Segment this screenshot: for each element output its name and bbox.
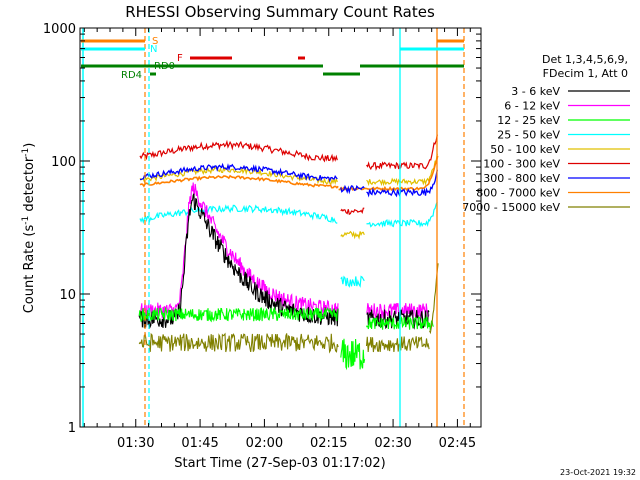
series-300-800-kev (139, 162, 338, 183)
series-12-25-kev (340, 338, 366, 371)
series-12-25-kev (138, 306, 339, 323)
legend-label-2: 12 - 25 keV (497, 114, 560, 127)
y-axis-label-main: Count Rate (s (22, 225, 37, 314)
x-axis: 01:30 01:45 02:00 02:15 02:30 02:45 (83, 28, 476, 451)
legend-header-line-2: FDecim 1, Att 0 (543, 67, 628, 80)
legend-label-7: 800 - 7000 keV (476, 187, 560, 200)
data-layer (138, 134, 439, 371)
chart-title: RHESSI Observing Summary Count Rates (125, 3, 435, 21)
series-100-300-kev (340, 207, 365, 216)
legend: Det 1,3,4,5,6,9, FDecim 1, Att 0 3 - 6 k… (462, 53, 630, 214)
series-300-800-kev (366, 169, 438, 198)
series-50-100-kev (366, 153, 438, 187)
y-axis-label-sup: -1 (21, 216, 31, 225)
y-tick-label-1: 10 (59, 288, 76, 303)
series-7000-15000-kev (365, 336, 430, 353)
legend-label-6: 300 - 800 keV (483, 172, 560, 185)
y-axis-label-close: ) (22, 143, 37, 148)
legend-header-line-1: Det 1,3,4,5,6,9, (542, 53, 628, 66)
legend-label-1: 6 - 12 keV (504, 100, 560, 113)
y-tick-label-2: 100 (51, 155, 76, 170)
flag-label-f: F (177, 53, 183, 64)
x-tick-label-2: 02:00 (246, 436, 283, 451)
series-3-6-kev (366, 309, 430, 330)
y-axis-label-rest: detector (22, 156, 37, 216)
flag-label-rd4: RD4 (121, 70, 142, 81)
series-7000-15000-kev (138, 332, 339, 354)
series-800-7000-kev (338, 155, 439, 192)
series-100-300-kev (139, 139, 338, 163)
flag-label-s: S (152, 36, 158, 47)
x-tick-label-4: 02:30 (374, 436, 411, 451)
legend-label-0: 3 - 6 keV (511, 85, 560, 98)
series-50-100-kev (139, 165, 338, 186)
y-axis-label: Count Rate (s-1 detector-1) (21, 143, 37, 314)
x-tick-label-0: 01:30 (117, 436, 154, 451)
series-100-300-kev (366, 134, 438, 172)
x-tick-label-5: 02:45 (439, 436, 476, 451)
legend-label-8: 7000 - 15000 keV (462, 201, 560, 214)
series-25-50-kev (139, 204, 338, 225)
legend-label-3: 25 - 50 keV (497, 129, 560, 142)
flag-label-n: N (150, 44, 157, 55)
x-tick-label-1: 01:45 (181, 436, 218, 451)
series-800-7000-kev (139, 174, 339, 189)
y-tick-label-3: 1000 (43, 22, 76, 37)
legend-label-4: 50 - 100 keV (490, 143, 560, 156)
series-25-50-kev (366, 201, 438, 228)
y-tick-label-0: 1 (68, 421, 76, 436)
plot-frame (79, 27, 482, 428)
legend-label-5: 100 - 300 keV (483, 158, 560, 171)
flag-label-rd0: RD0 (154, 61, 175, 72)
y-axis-label-sup2: -1 (21, 148, 31, 157)
series-50-100-kev (340, 230, 365, 240)
x-axis-label: Start Time (27-Sep-03 01:17:02) (174, 456, 385, 471)
y-axis: 1 10 100 1000 (43, 22, 481, 436)
series-6-12-kev (366, 302, 430, 319)
series-6-12-kev (138, 182, 339, 319)
series-300-800-kev (340, 184, 365, 195)
x-tick-label-3: 02:15 (310, 436, 347, 451)
footer-timestamp: 23-Oct-2021 19:32 (560, 468, 636, 477)
series-25-50-kev (340, 275, 365, 288)
